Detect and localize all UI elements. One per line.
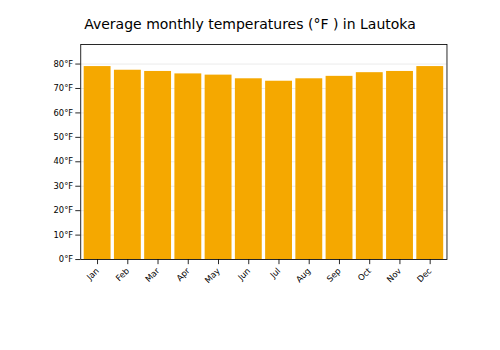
svg-text:50°F: 50°F [54,132,74,142]
svg-text:70°F: 70°F [54,83,74,93]
svg-text:Feb: Feb [114,266,132,284]
svg-text:60°F: 60°F [54,108,74,118]
svg-text:40°F: 40°F [54,156,74,166]
html-text:Average monthly temperatures (: Average monthly temperatures (°F ) in La… [84,16,416,32]
svg-text:Nov: Nov [385,266,404,285]
svg-text:Sep: Sep [325,266,343,284]
svg-text:Jul: Jul [267,266,282,281]
svg-text:0°F: 0°F [59,254,74,264]
svg-text:Aug: Aug [294,266,313,285]
svg-text:30°F: 30°F [54,181,74,191]
svg-text:Mar: Mar [143,265,162,284]
svg-text:Jun: Jun [235,266,252,283]
svg-text:20°F: 20°F [54,205,74,215]
svg-text:10°F: 10°F [54,230,74,240]
svg-text:Jan: Jan [84,266,101,283]
svg-text:80°F: 80°F [54,59,74,69]
svg-text:Oct: Oct [356,265,374,283]
svg-text:Dec: Dec [415,265,434,284]
svg-text:May: May [202,266,221,285]
svg-text:Apr: Apr [174,265,192,283]
